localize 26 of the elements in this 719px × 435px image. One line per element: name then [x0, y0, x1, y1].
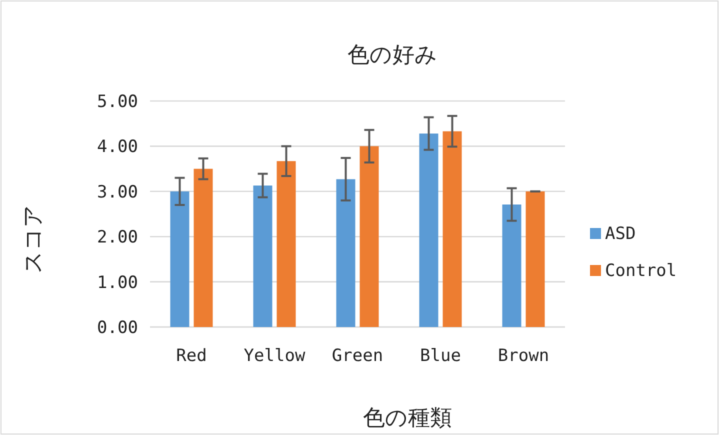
y-tick-label: 1.00: [97, 272, 138, 293]
y-axis-title: スコア: [21, 204, 46, 274]
x-tick-label: Blue: [420, 346, 461, 366]
bar: [419, 134, 438, 327]
x-axis-title: 色の種類: [363, 406, 452, 431]
bar: [336, 179, 356, 327]
bar: [276, 161, 296, 327]
y-tick-label: 5.00: [97, 92, 138, 112]
bar: [526, 191, 545, 327]
chart-title: 色の好み: [348, 43, 438, 68]
y-tick-label: 0.00: [97, 318, 138, 338]
x-tick-label: Red: [176, 346, 207, 366]
y-tick-label: 2.00: [97, 228, 138, 248]
x-tick-label: Green: [332, 346, 384, 366]
bar: [360, 146, 379, 327]
y-tick-label: 4.00: [97, 137, 138, 158]
bar: [170, 191, 190, 327]
x-tick-label: Brown: [498, 346, 550, 366]
x-tick-label: Yellow: [244, 346, 306, 366]
bar: [253, 186, 272, 327]
bar: [194, 168, 213, 327]
bar: [442, 131, 462, 327]
legend-label: Control: [605, 261, 677, 281]
legend-label: ASD: [605, 224, 636, 244]
y-tick-label: 3.00: [97, 182, 138, 202]
bar: [502, 204, 522, 327]
